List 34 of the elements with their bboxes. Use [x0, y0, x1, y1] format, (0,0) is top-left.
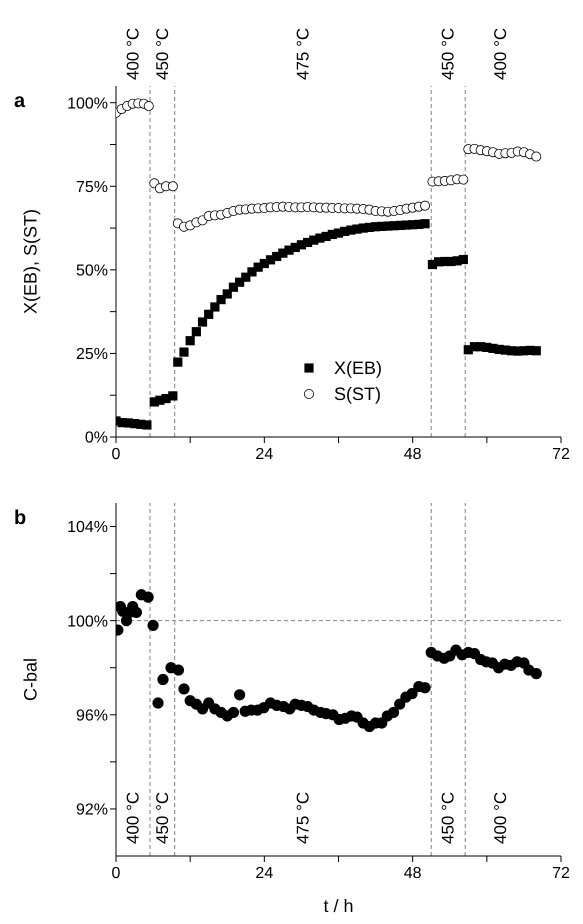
x-tick-label: 0	[112, 865, 121, 882]
annotation: 450 °C	[152, 792, 172, 844]
x-tick-label: 72	[552, 865, 570, 882]
annotation: 400 °C	[491, 792, 510, 844]
y-tick-label: 96%	[76, 707, 108, 724]
text: 450 °C	[438, 28, 458, 80]
y-tick-label: 104%	[67, 519, 108, 536]
text: 400 °C	[491, 28, 510, 80]
x-axis-title: t / h	[323, 896, 354, 916]
x-tick-label: 24	[255, 446, 274, 463]
y-tick-label: 50%	[76, 262, 108, 280]
x-tick-label: 0	[112, 446, 121, 463]
chart-title: b	[14, 507, 26, 530]
chart-title: a	[14, 90, 26, 113]
legend-label: S(ST)	[334, 384, 381, 404]
x-tick-label: 72	[552, 446, 570, 463]
y-axis-title: X(EB), S(ST)	[20, 208, 40, 314]
annotation: 400 °C	[123, 792, 142, 844]
x-tick-label: 24	[255, 865, 274, 882]
y-tick-label: 0%	[84, 430, 108, 447]
annotation: 450 °C	[438, 792, 458, 844]
y-tick-label: 100%	[67, 95, 108, 112]
x-tick-label: 48	[404, 446, 422, 463]
legend-label: X(EB)	[334, 358, 382, 378]
x-tick-label: 48	[404, 865, 422, 882]
y-tick-label: 25%	[76, 346, 108, 364]
y-tick-label: 100%	[67, 613, 108, 630]
annotation: 475 °C	[293, 792, 312, 844]
text: 450 °C	[152, 28, 172, 80]
text: 475 °C	[293, 28, 312, 80]
text: 400 °C	[123, 28, 142, 80]
y-tick-label: 75%	[76, 178, 108, 196]
y-axis-title: C-bal	[20, 658, 40, 702]
y-tick-label: 92%	[76, 802, 108, 819]
